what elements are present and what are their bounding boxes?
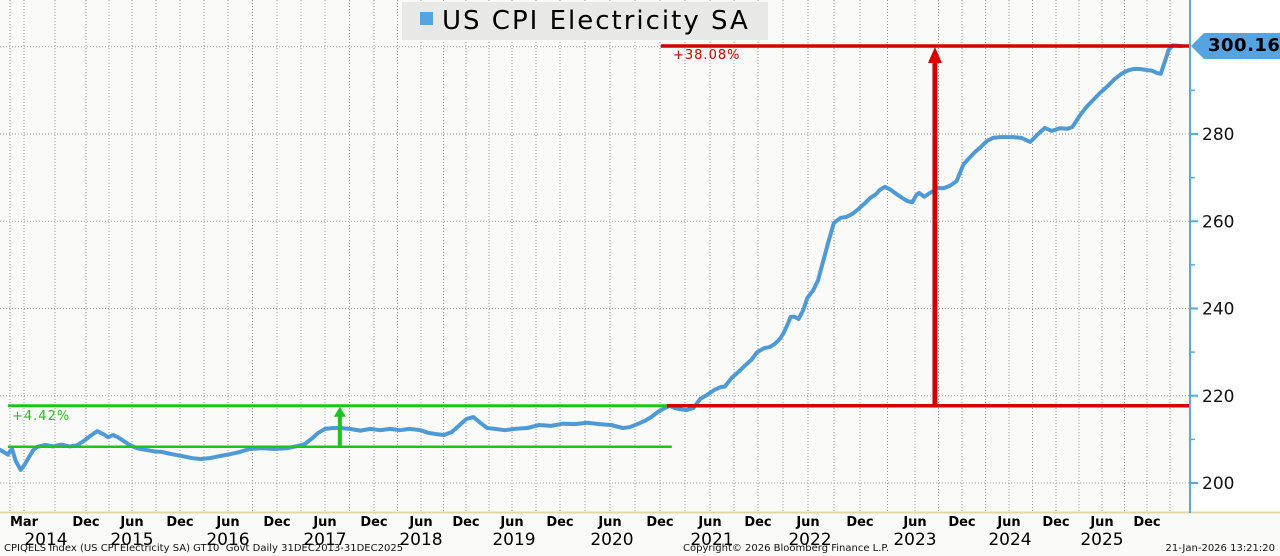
x-axis-month-label: Jun (119, 515, 143, 530)
x-axis-year-label: 2024 (988, 530, 1031, 550)
x-axis-month-label: Dec (546, 515, 573, 530)
chart-title: US CPI Electricity SA (442, 6, 750, 36)
x-axis-month-label: Jun (312, 515, 336, 530)
x-axis-year-label: 2014 (24, 530, 67, 550)
x-axis-year-label: 2023 (893, 530, 936, 550)
x-axis-month-label: Jun (597, 515, 621, 530)
x-axis-month-label: Jun (408, 515, 432, 530)
x-axis-year-label: 2022 (788, 530, 831, 550)
last-value-tag[interactable]: 300.167 (1191, 33, 1280, 59)
x-axis-month-label: Jun (215, 515, 239, 530)
y-axis-tick-label: 200 (1202, 474, 1234, 494)
x-axis-month-label: Dec (72, 515, 99, 530)
x-axis-month-label: Dec (744, 515, 771, 530)
red-change-label: +38.08% (673, 48, 741, 63)
x-axis-year-label: 2025 (1080, 530, 1123, 550)
x-axis-month-label: Dec (646, 515, 673, 530)
x-axis-year-label: 2016 (206, 530, 249, 550)
y-axis-tick-label: 240 (1202, 300, 1234, 320)
axis-margin-background (1190, 0, 1280, 513)
x-axis-year-label: 2019 (492, 530, 535, 550)
x-axis-month-label: Jun (697, 515, 721, 530)
x-axis-month-label: Mar (10, 515, 39, 530)
x-axis-month-label: Dec (948, 515, 975, 530)
x-axis-month-label: Jun (499, 515, 523, 530)
x-axis-year-label: 2017 (303, 530, 346, 550)
series-legend-swatch-icon (420, 11, 433, 25)
cpi-series-line (0, 43, 1184, 472)
footer-ticker-info: CPIQELS Index (US CPI Electricity SA) GT… (4, 543, 404, 554)
x-axis-month-label: Jun (902, 515, 926, 530)
red-arrow-head-icon (927, 47, 942, 64)
y-axis-tick-label: 280 (1202, 125, 1234, 145)
y-axis-tick-label: 260 (1202, 212, 1234, 232)
x-axis-month-label: Dec (1133, 515, 1160, 530)
footer-copyright: Copyright© 2026 Bloomberg Finance L.P. (683, 543, 890, 554)
green-change-label: +4.42% (12, 409, 71, 424)
y-axis-tick-label: 220 (1202, 387, 1234, 407)
footer-timestamp: 21-Jan-2026 13:21:20 (1165, 543, 1275, 554)
x-axis-year-label: 2015 (110, 530, 153, 550)
x-axis-year-label: 2018 (399, 530, 442, 550)
x-axis-year-label: 2020 (590, 530, 633, 550)
footer-bar: CPIQELS Index (US CPI Electricity SA) GT… (0, 543, 1280, 556)
x-axis-month-label: Jun (1089, 515, 1113, 530)
x-axis-month-label: Jun (996, 515, 1020, 530)
x-axis-month-label: Dec (166, 515, 193, 530)
x-axis-month-label: Dec (452, 515, 479, 530)
x-axis-month-label: Dec (1042, 515, 1069, 530)
x-axis-month-label: Jun (795, 515, 819, 530)
x-axis-month-label: Dec (360, 515, 387, 530)
x-axis-year-label: 2021 (690, 530, 733, 550)
chart-title-box: US CPI Electricity SA (402, 2, 768, 40)
green-arrow-head-icon (333, 406, 346, 417)
x-axis-month-label: Dec (846, 515, 873, 530)
x-axis-month-label: Dec (263, 515, 290, 530)
plot-background (0, 0, 1190, 513)
